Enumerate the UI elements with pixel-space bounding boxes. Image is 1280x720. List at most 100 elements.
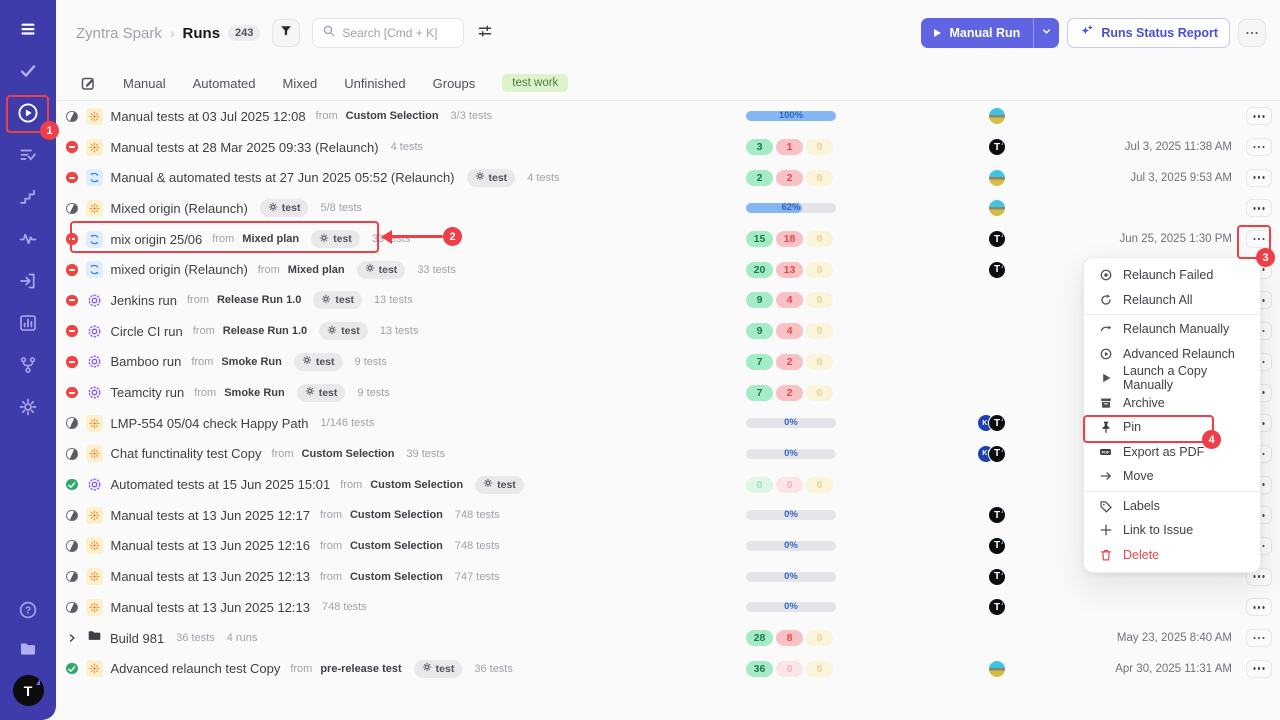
skipped-count-pill: 0 — [806, 139, 833, 156]
relaunch-all-icon — [1098, 293, 1113, 307]
menu-item-pin[interactable]: Pin — [1084, 415, 1260, 440]
run-title: LMP-554 05/04 check Happy Path — [110, 415, 309, 431]
run-stats: 28 8 0 — [746, 630, 838, 647]
menu-item-labels[interactable]: Labels — [1084, 494, 1260, 519]
sidebar-item-gear[interactable] — [9, 390, 47, 428]
manual-run-button[interactable]: Manual Run — [921, 18, 1033, 48]
assignee-avatar: T — [988, 506, 1006, 525]
row-menu-button[interactable] — [1246, 230, 1272, 249]
search-input[interactable] — [342, 26, 455, 40]
sidebar-item-help[interactable]: ? — [13, 597, 43, 627]
menu-item-link-to-issue[interactable]: Link to Issue — [1084, 518, 1260, 543]
row-menu-button[interactable] — [1246, 629, 1272, 648]
sidebar-item-branch[interactable] — [9, 348, 47, 386]
run-row[interactable]: LMP-554 05/04 check Happy Path 1/146 test… — [56, 408, 1280, 439]
run-avatars: KI T — [838, 444, 1006, 463]
run-row[interactable]: Manual tests at 03 Jul 2025 12:08 from Cus… — [56, 101, 1280, 132]
run-row[interactable]: Manual tests at 13 Jun 2025 12:13 748 tes… — [56, 592, 1280, 623]
run-row[interactable]: Teamcity run from Smoke Run test 9 tests 7 2 0 — [56, 377, 1280, 408]
tab-automated[interactable]: Automated — [192, 75, 256, 91]
breadcrumb: Zyntra Spark › Runs 243 — [76, 24, 261, 42]
run-row[interactable]: Manual tests at 13 Jun 2025 12:13 from Cus… — [56, 561, 1280, 592]
steps-icon — [18, 187, 38, 212]
more-actions-button[interactable] — [1238, 19, 1266, 47]
sidebar-item-pulse[interactable] — [9, 222, 47, 260]
pulse-icon — [18, 229, 38, 254]
view-settings-button[interactable] — [477, 23, 493, 44]
menu-item-relaunch-all[interactable]: Relaunch All — [1084, 288, 1260, 313]
run-title: Manual tests at 13 Jun 2025 12:16 — [110, 538, 310, 554]
run-row[interactable]: Advanced relaunch test Copy from pre-relea… — [56, 653, 1280, 684]
row-menu-button[interactable] — [1246, 168, 1272, 187]
run-title: Circle CI run — [110, 323, 183, 339]
run-title: Chat functinality test Copy — [110, 446, 262, 462]
menu-item-advanced-relaunch[interactable]: Advanced Relaunch — [1084, 342, 1260, 367]
compose-icon[interactable] — [80, 75, 96, 91]
run-avatars: T — [838, 138, 1006, 157]
menu-item-move[interactable]: Move — [1084, 464, 1260, 489]
row-menu-button[interactable] — [1246, 598, 1272, 617]
tag-filter-test-work[interactable]: test work — [502, 74, 569, 92]
failed-count-pill: 8 — [776, 630, 803, 647]
menu-item-export-as-pdf[interactable]: PDF Export as PDF — [1084, 440, 1260, 465]
assignee-avatar: T — [988, 536, 1006, 555]
run-row[interactable]: Mixed origin (Relaunch) test 5/8 tests 62% — [56, 193, 1280, 224]
runs-status-report-button[interactable]: Runs Status Report — [1067, 18, 1230, 48]
user-avatar[interactable]: T — [12, 675, 44, 706]
test-tag-badge: test — [466, 168, 516, 187]
failed-count-pill: 18 — [776, 231, 803, 248]
sidebar-item-docs[interactable] — [13, 636, 43, 666]
run-row[interactable]: mix origin 25/06 from Mixed plan test 33 tes… — [56, 224, 1280, 255]
run-stats: 0% — [746, 447, 838, 459]
run-row[interactable]: Manual & automated tests at 27 Jun 2025 … — [56, 162, 1280, 193]
ellipsis-icon — [1257, 606, 1261, 609]
search-box[interactable] — [312, 18, 465, 48]
run-title: Manual tests at 13 Jun 2025 12:13 — [110, 599, 310, 615]
row-menu-button[interactable] — [1246, 199, 1272, 218]
sidebar-item-steps[interactable] — [9, 180, 47, 218]
menu-item-launch-a-copy-manually[interactable]: Launch a Copy Manually — [1084, 364, 1260, 392]
sidebar-item-bar-chart[interactable] — [9, 306, 47, 344]
tab-mixed[interactable]: Mixed — [282, 75, 318, 91]
row-menu-button[interactable] — [1246, 138, 1272, 157]
breadcrumb-project[interactable]: Zyntra Spark — [76, 24, 162, 42]
sidebar-item-list-check[interactable] — [9, 138, 47, 176]
status-passed-icon — [66, 662, 78, 675]
plan-name: Smoke Run — [224, 386, 285, 399]
filter-button[interactable] — [272, 19, 301, 47]
run-title: Advanced relaunch test Copy — [110, 661, 281, 677]
group-row[interactable]: Build 981 36 tests 4 runs 28 8 0 May 23, 2025 … — [56, 623, 1280, 654]
gear-icon — [302, 355, 312, 368]
sidebar-item-sign-in[interactable] — [9, 264, 47, 302]
gear-icon — [268, 202, 278, 215]
tab-unfinished[interactable]: Unfinished — [344, 75, 406, 91]
run-row[interactable]: Manual tests at 28 Mar 2025 09:33 (Relau… — [56, 132, 1280, 163]
chevron-right-icon[interactable] — [66, 632, 79, 644]
menu-item-relaunch-failed[interactable]: Relaunch Failed — [1084, 263, 1260, 288]
menu-item-relaunch-manually[interactable]: Relaunch Manually — [1084, 317, 1260, 342]
run-avatars: T — [838, 260, 1006, 279]
manual-run-dropdown-button[interactable] — [1033, 18, 1059, 48]
run-row[interactable]: Automated tests at 15 Jun 2025 15:01 from… — [56, 469, 1280, 500]
run-row[interactable]: Jenkins run from Release Run 1.0 test 13 tes… — [56, 285, 1280, 316]
menu-item-archive[interactable]: Archive — [1084, 391, 1260, 416]
row-menu-button[interactable] — [1246, 659, 1272, 678]
progress-label: 0% — [784, 417, 798, 429]
run-row[interactable]: Circle CI run from Release Run 1.0 test 13 t… — [56, 316, 1280, 347]
failed-count-pill: 2 — [776, 384, 803, 401]
menu-item-delete[interactable]: Delete — [1084, 543, 1260, 568]
manual-run-icon — [85, 537, 103, 555]
sidebar-item-play[interactable] — [9, 96, 47, 134]
run-title: Manual tests at 13 Jun 2025 12:13 — [110, 569, 310, 585]
tab-manual[interactable]: Manual — [123, 75, 166, 91]
assignee-avatar: T — [988, 260, 1006, 279]
sidebar-item-menu[interactable] — [9, 12, 47, 50]
run-avatars — [838, 659, 1006, 678]
tests-count: 5/8 tests — [320, 202, 363, 215]
tab-groups[interactable]: Groups — [432, 75, 476, 91]
run-info: Jenkins run from Release Run 1.0 test 13 tes… — [66, 291, 746, 310]
sidebar-item-check[interactable] — [9, 54, 47, 92]
row-menu-button[interactable] — [1246, 107, 1272, 126]
progress-label: 0% — [784, 447, 798, 459]
